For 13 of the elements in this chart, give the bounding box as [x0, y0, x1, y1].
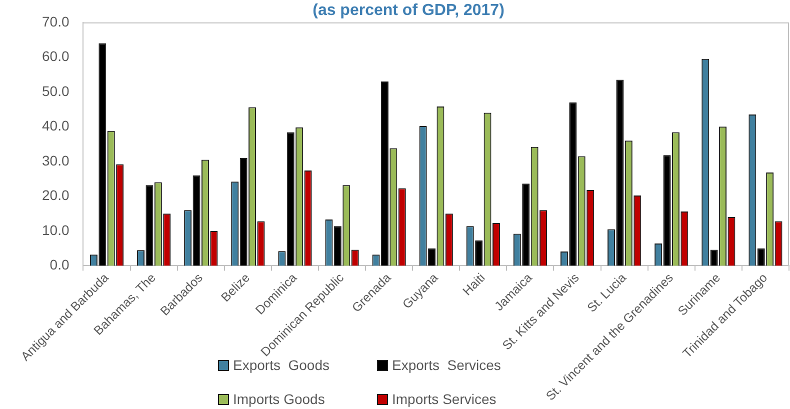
legend-label: Exports Services — [392, 356, 501, 374]
chart-title: (as percent of GDP, 2017) — [312, 2, 504, 20]
y-tick-label: 30.0 — [42, 152, 70, 168]
y-tick-label: 70.0 — [42, 13, 70, 30]
y-tick-label: 40.0 — [42, 118, 70, 134]
y-tick-label: 20.0 — [42, 187, 70, 204]
y-tick-label: 60.0 — [42, 48, 70, 64]
legend-label: Exports Goods — [233, 356, 330, 374]
legend-label: Imports Services — [392, 390, 496, 408]
y-tick-label: 0.0 — [50, 256, 70, 273]
y-tick-label: 10.0 — [42, 222, 70, 238]
y-tick-label: 50.0 — [42, 82, 70, 99]
legend-label: Imports Goods — [233, 390, 325, 408]
